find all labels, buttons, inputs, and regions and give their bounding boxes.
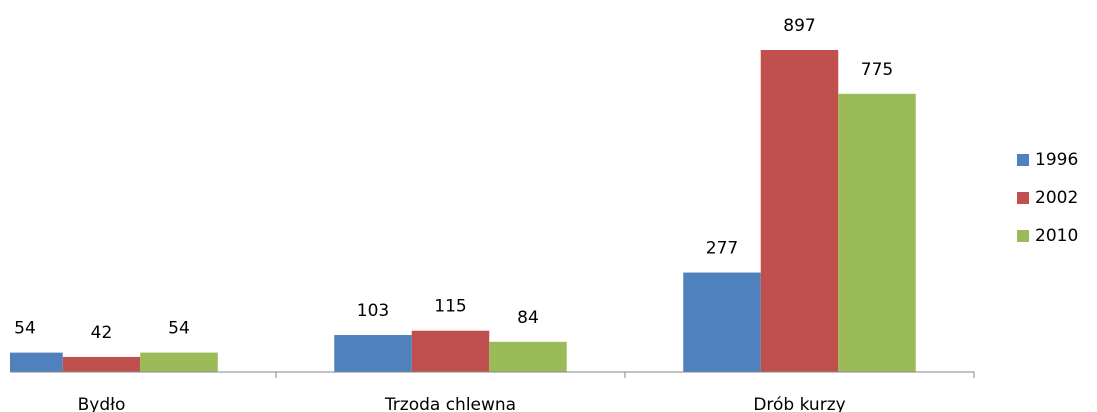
x-tick-label: Drób kurzy [753, 395, 845, 412]
data-label: 84 [517, 308, 539, 328]
x-tick-label: Bydło [78, 395, 126, 412]
bar [140, 352, 218, 372]
data-label: 775 [861, 60, 893, 80]
bar [760, 50, 839, 372]
legend-label: 1996 [1035, 150, 1078, 170]
data-label: 277 [706, 239, 738, 259]
data-label: 897 [783, 16, 815, 36]
bar [62, 356, 141, 372]
bar [683, 272, 761, 372]
data-label: 54 [168, 319, 190, 339]
x-tick-label: Trzoda chlewna [384, 395, 516, 412]
data-label: 115 [434, 297, 466, 317]
bar [10, 352, 63, 372]
plot-area [10, 50, 916, 373]
data-label: 42 [91, 323, 113, 343]
bar [411, 330, 490, 372]
legend-swatch [1017, 192, 1029, 204]
legend-label: 2002 [1035, 188, 1078, 208]
data-label: 103 [357, 301, 389, 321]
legend-swatch [1017, 230, 1029, 242]
bar [489, 341, 567, 372]
bar [334, 335, 412, 372]
bar [838, 93, 916, 373]
data-label: 54 [14, 319, 36, 339]
legend-swatch [1017, 154, 1029, 166]
legend-label: 2010 [1035, 226, 1078, 246]
